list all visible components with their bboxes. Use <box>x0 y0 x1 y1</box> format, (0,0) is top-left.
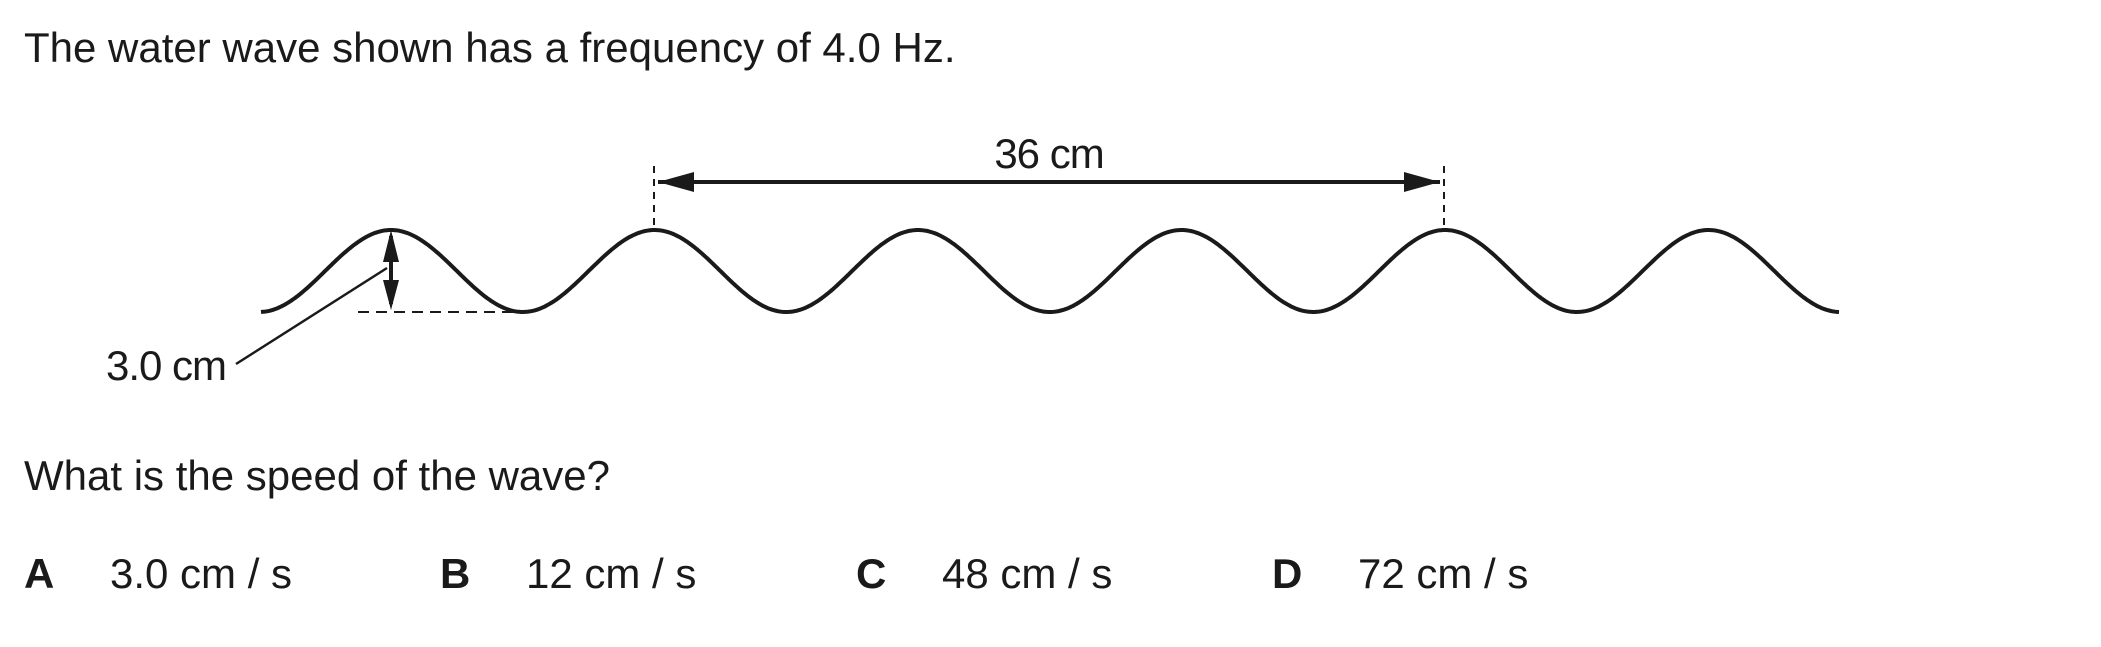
option-b-letter: B <box>440 550 471 597</box>
amplitude-arrowhead-top <box>383 230 399 262</box>
option-c-text: 48 cm / s <box>942 550 1113 597</box>
answer-options: A 3.0 cm / s B 12 cm / s C 48 cm / s D 72 cm… <box>0 548 2101 604</box>
option-a[interactable]: A 3.0 cm / s <box>24 548 292 600</box>
question-stem: The water wave shown has a frequency of … <box>24 24 956 71</box>
wavelength-arrowhead-left <box>658 172 694 192</box>
question-prompt: What is the speed of the wave? <box>24 452 611 499</box>
option-c-letter: C <box>856 550 887 597</box>
wavelength-label: 36 cm <box>994 130 1103 177</box>
wavelength-arrowhead-right <box>1404 172 1440 192</box>
option-b[interactable]: B 12 cm / s <box>440 548 696 600</box>
amplitude-label: 3.0 cm <box>106 342 226 389</box>
amplitude-arrowhead-bottom <box>383 280 399 310</box>
option-d[interactable]: D 72 cm / s <box>1272 548 1528 600</box>
option-c[interactable]: C 48 cm / s <box>856 548 1112 600</box>
option-d-letter: D <box>1272 550 1303 597</box>
option-a-letter: A <box>24 550 55 597</box>
option-a-text: 3.0 cm / s <box>110 550 293 597</box>
amplitude-leader-line <box>235 266 388 366</box>
wave-curve <box>260 228 1840 314</box>
option-b-text: 12 cm / s <box>526 550 697 597</box>
option-d-text: 72 cm / s <box>1358 550 1529 597</box>
